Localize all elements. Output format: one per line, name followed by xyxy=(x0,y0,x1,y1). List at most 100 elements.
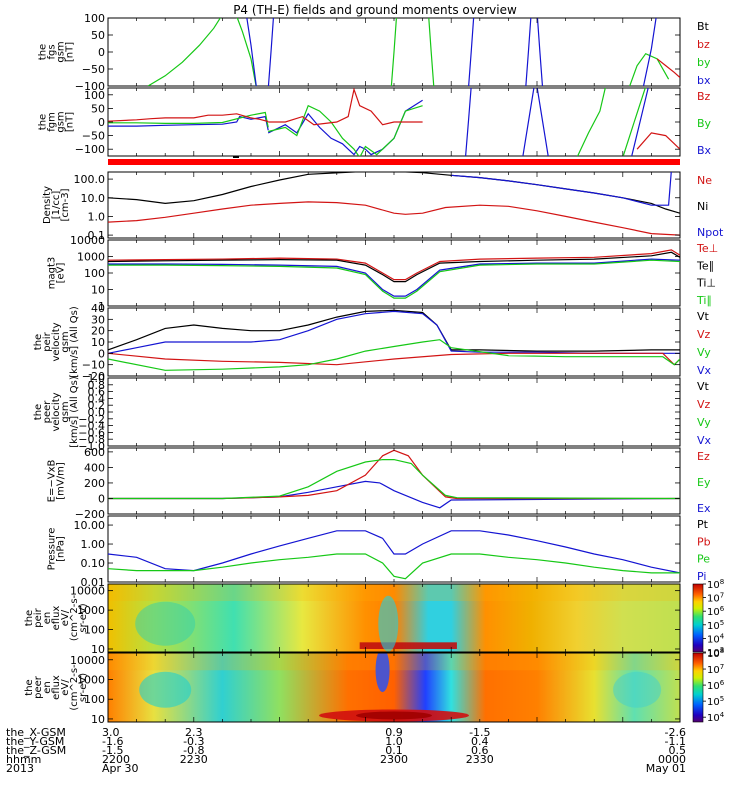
y-tick-label-temperature: 10 xyxy=(91,284,105,297)
series-line-bx xyxy=(468,18,475,86)
series-line-Te⊥ xyxy=(108,249,680,281)
series-line-Bx xyxy=(536,88,549,156)
y-tick-label-fgm: 100 xyxy=(84,89,105,102)
y-tick-label-temperature: 100 xyxy=(84,267,105,280)
y-tick-label-efield: 400 xyxy=(84,461,105,474)
ephemeris-value: -2.6 xyxy=(665,726,686,739)
series-group-fgm xyxy=(108,88,680,156)
panel-peir_velocity: VtVzVyVx403020100−10−20thepeirvelocitygs… xyxy=(33,302,712,383)
ephemeris-value: 0.4 xyxy=(471,735,489,748)
y-axis-label-temperature: magt3[eV] xyxy=(47,257,67,290)
y-axis-label-line: peir xyxy=(42,331,53,351)
y-tick-label-peir_velocity: −10 xyxy=(82,359,105,372)
series-line-Te∥ xyxy=(108,251,680,283)
y-tick-label-peir_velocity: 30 xyxy=(91,313,105,326)
series-line-Vy xyxy=(108,339,680,371)
series-line-By xyxy=(108,111,269,128)
legend-label-fgm: Bz xyxy=(697,90,711,103)
legend-label-density: Ne xyxy=(697,174,712,187)
y-axis-label-line: [1/cc] xyxy=(51,191,62,220)
ephemeris-row-label: the_Z-GSM xyxy=(6,744,66,757)
series-line-Ne xyxy=(108,201,680,236)
y-axis-label-line: peer xyxy=(33,675,44,699)
series-line-bx xyxy=(536,18,544,86)
y-tick-label-density: 1.0 xyxy=(88,210,106,223)
panel-pressure: Pt Pb Pe Pi 10.00 1.00 0.10 0.01 Pressure[nPa] xyxy=(47,515,711,589)
ephemeris-row-label: the_X-GSM xyxy=(6,726,66,739)
y-axis-label-line: velocity xyxy=(51,392,62,431)
y-axis-label-line: the xyxy=(38,44,49,60)
series-group-fgs xyxy=(147,18,680,86)
y-tick-label-peir_spec: 100 xyxy=(84,624,105,637)
y-tick-label-peir_velocity: 20 xyxy=(91,325,105,338)
y-axis-label-line: [km/s] (All Qs) xyxy=(69,306,80,378)
series-line-by xyxy=(147,18,221,86)
y-axis-label-line: eV/ xyxy=(60,609,71,626)
colorbar-tick-exponent: 5 xyxy=(720,619,724,627)
colorbar-tick-exponent: 8 xyxy=(720,578,724,586)
y-tick-label-peer_velocity: 1.0 xyxy=(88,372,106,385)
y-axis-label-line: [nPa] xyxy=(56,536,67,562)
series-line-by xyxy=(236,18,257,86)
y-tick-label-peer_spec: 10 xyxy=(91,713,105,726)
ephemeris-value: 0.9 xyxy=(385,726,403,739)
series-group-efield xyxy=(108,449,680,509)
legend-label-peir_velocity: Vy xyxy=(697,346,711,359)
ephemeris-value: 2200 xyxy=(102,753,130,766)
legend-label-peir_velocity: Vz xyxy=(697,328,711,341)
page-title: P4 (TH-E) fields and ground moments over… xyxy=(233,3,517,17)
y-tick-label-peir_spec: 10 xyxy=(91,643,105,656)
spectrogram-peer_spec xyxy=(108,653,680,722)
y-tick-label-peir_spec: 1000 xyxy=(77,604,105,617)
y-axis-label-line: gsm xyxy=(60,401,71,422)
y-tick-label-pressure: 0.01 xyxy=(81,576,106,589)
y-tick-label-pressure: 10.00 xyxy=(74,519,106,532)
colorbar-tick-label: 108 xyxy=(707,578,724,591)
y-axis-label-line: Pressure xyxy=(47,528,58,571)
y-tick-label-fgs: 100 xyxy=(84,12,105,25)
series-line-Pe xyxy=(108,553,680,580)
y-tick-label-fgs: 0 xyxy=(98,46,105,59)
panel-frame xyxy=(107,171,681,239)
ephemeris-value: -1.5 xyxy=(102,744,123,757)
series-line-Ti⊥ xyxy=(108,258,680,297)
y-tick-label-peer_velocity: −0.6 xyxy=(78,426,105,439)
y-axis-label-line: en xyxy=(42,612,53,625)
colorbar xyxy=(692,583,704,653)
series-line-bx xyxy=(525,18,532,86)
y-tick-label-peir_velocity: 10 xyxy=(91,336,105,349)
y-tick-label-peer_velocity: −0.8 xyxy=(78,433,105,446)
series-group-pressure xyxy=(108,530,680,580)
colorbar-tick-exponent: 4 xyxy=(720,632,725,640)
y-tick-label-peer_velocity: 0.4 xyxy=(88,392,106,405)
y-tick-label-peir_velocity: 0 xyxy=(98,347,105,360)
series-group-temperature xyxy=(108,249,680,299)
legend-label-fgs: Bt xyxy=(697,20,710,33)
series-line-Bz xyxy=(636,132,680,150)
y-tick-label-pressure: 1.00 xyxy=(81,538,106,551)
legend-label-density: Ni xyxy=(697,200,708,213)
y-tick-label-fgs: −50 xyxy=(82,63,105,76)
panel-frame xyxy=(107,377,681,447)
colorbar-tick-label: 106 xyxy=(707,605,725,618)
y-axis-label-line: peer xyxy=(42,400,53,424)
ephemeris-value: 0.1 xyxy=(385,744,403,757)
ephemeris-value: 2330 xyxy=(466,753,494,766)
colorbar-tick-label: 105 xyxy=(707,619,724,632)
series-line-Bx xyxy=(108,115,269,131)
colorbar-tick-exponent: 7 xyxy=(720,592,724,600)
colorbar-tick-label: 108 xyxy=(707,647,724,660)
legend-label-density: Npot xyxy=(697,226,724,239)
series-line-bz xyxy=(656,58,680,78)
spectrogram-cool-region xyxy=(613,671,662,708)
ephemeris-row-label: 2013 xyxy=(6,762,34,775)
y-tick-label-peer_velocity: −0.2 xyxy=(78,413,105,426)
colorbar-tick-label: 106 xyxy=(707,679,725,692)
colorbar-tick-label: 105 xyxy=(707,695,724,708)
y-axis-label-line: [km/s] (All Qs) xyxy=(69,376,80,448)
